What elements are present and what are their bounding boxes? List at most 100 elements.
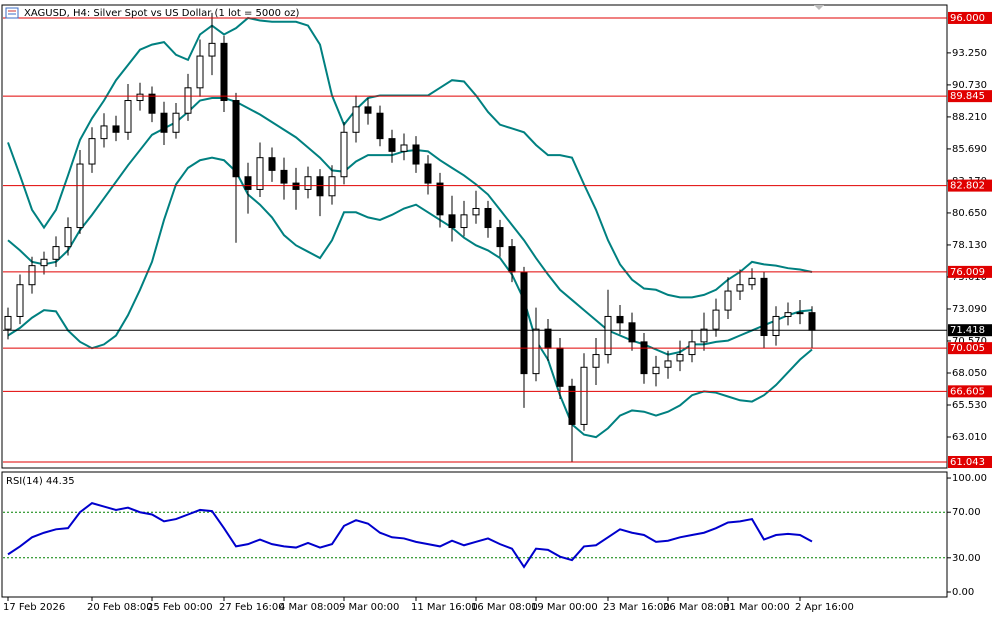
rsi-tick-label: 70.00 <box>952 507 981 518</box>
level-label: 70.005 <box>950 343 985 354</box>
last-price-bg <box>948 324 992 337</box>
candle-body <box>556 347 564 387</box>
chart-title: XAGUSD, H4: Silver Spot vs US Dollar (1 … <box>24 8 300 19</box>
x-tick-label: 16 Mar 08:00 <box>471 602 538 613</box>
x-tick-label: 20 Feb 08:00 <box>87 602 153 613</box>
x-tick-label: 4 Mar 08:00 <box>279 602 339 613</box>
candle-body <box>460 214 468 229</box>
candle-body <box>388 138 396 152</box>
candle-body <box>136 93 144 102</box>
y-tick-label: 78.130 <box>952 240 987 251</box>
candle-body <box>616 315 624 324</box>
level-label-bg <box>948 90 992 103</box>
candle-body <box>292 182 300 190</box>
candle-body <box>772 315 780 337</box>
rsi-pane <box>1 471 948 598</box>
candle-body <box>448 214 456 229</box>
candle-body <box>436 182 444 216</box>
level-label-bg <box>948 179 992 192</box>
x-tick-label: 25 Feb 00:00 <box>147 602 213 613</box>
candle-body <box>148 93 156 114</box>
candle-body <box>88 138 96 165</box>
candle-body <box>424 163 432 184</box>
candle-body <box>520 271 528 375</box>
candle-body <box>592 354 600 368</box>
y-tick-label: 70.570 <box>952 336 987 347</box>
indicator-line <box>7 502 813 569</box>
price-pane <box>1 4 948 469</box>
candle-body <box>784 312 792 317</box>
y-tick-label: 85.690 <box>952 144 987 155</box>
y-tick-label: 65.530 <box>952 400 987 411</box>
level-label: 66.605 <box>950 386 985 397</box>
indicator-line <box>7 16 813 299</box>
level-label-bg <box>948 342 992 355</box>
rsi-tick-label: 30.00 <box>952 553 981 564</box>
candle-body <box>316 176 324 197</box>
candle-body <box>76 163 84 229</box>
y-tick-label: 63.010 <box>952 432 987 443</box>
candle-body <box>736 284 744 292</box>
x-tick-label: 23 Mar 16:00 <box>603 602 670 613</box>
y-tick-label: 80.650 <box>952 208 987 219</box>
y-tick-label: 73.090 <box>952 304 987 315</box>
rsi-tick-label: 0.00 <box>952 587 974 598</box>
candle-body <box>760 277 768 337</box>
candle-body <box>4 315 12 330</box>
candle-body <box>184 87 192 114</box>
x-tick-label: 17 Feb 2026 <box>3 602 65 613</box>
y-tick-label: 93.250 <box>952 48 987 59</box>
symbol-icon <box>5 7 19 19</box>
candle-body <box>628 322 636 343</box>
indicator-line <box>7 96 813 356</box>
candle-body <box>724 290 732 311</box>
candle-body <box>664 360 672 368</box>
candle-body <box>40 258 48 267</box>
rsi-tick-label: 100.00 <box>952 473 987 484</box>
candle-body <box>496 227 504 248</box>
candle-body <box>604 315 612 356</box>
candle-body <box>796 312 804 315</box>
candle-body <box>28 265 36 286</box>
candle-body <box>712 309 720 330</box>
candle-body <box>580 366 588 425</box>
scroll-marker <box>814 5 824 10</box>
last-price-label: 71.418 <box>950 325 985 336</box>
candle-body <box>280 169 288 184</box>
candle-body <box>568 385 576 425</box>
candle-body <box>124 100 132 133</box>
x-tick-label: 2 Apr 16:00 <box>795 602 854 613</box>
candle-body <box>232 100 240 178</box>
x-tick-label: 27 Feb 16:00 <box>219 602 285 613</box>
candle-body <box>412 144 420 165</box>
candle-body <box>640 341 648 375</box>
candle-body <box>400 144 408 152</box>
x-tick-label: 26 Mar 08:00 <box>663 602 730 613</box>
candle-body <box>748 277 756 286</box>
candle-body <box>364 106 372 114</box>
level-label-bg <box>948 455 992 468</box>
candle-body <box>160 112 168 133</box>
y-tick-label: 88.210 <box>952 112 987 123</box>
candle-body <box>484 207 492 229</box>
level-label-bg <box>948 265 992 278</box>
candle-body <box>244 176 252 190</box>
x-tick-label: 9 Mar 00:00 <box>339 602 399 613</box>
candle-body <box>100 125 108 140</box>
candle-body <box>52 246 60 260</box>
candle-body <box>808 312 816 331</box>
candle-body <box>220 42 228 102</box>
candle-body <box>676 354 684 362</box>
candle-body <box>352 106 360 133</box>
candle-body <box>112 125 120 133</box>
candle-body <box>16 284 24 317</box>
level-label-bg <box>948 385 992 398</box>
candle-body <box>64 227 72 248</box>
x-tick-label: 31 Mar 00:00 <box>723 602 790 613</box>
candle-body <box>328 176 336 197</box>
candle-body <box>196 55 204 89</box>
x-tick-label: 11 Mar 16:00 <box>411 602 478 613</box>
candle-body <box>376 112 384 140</box>
candle-body <box>268 157 276 171</box>
level-label: 61.043 <box>950 457 985 468</box>
